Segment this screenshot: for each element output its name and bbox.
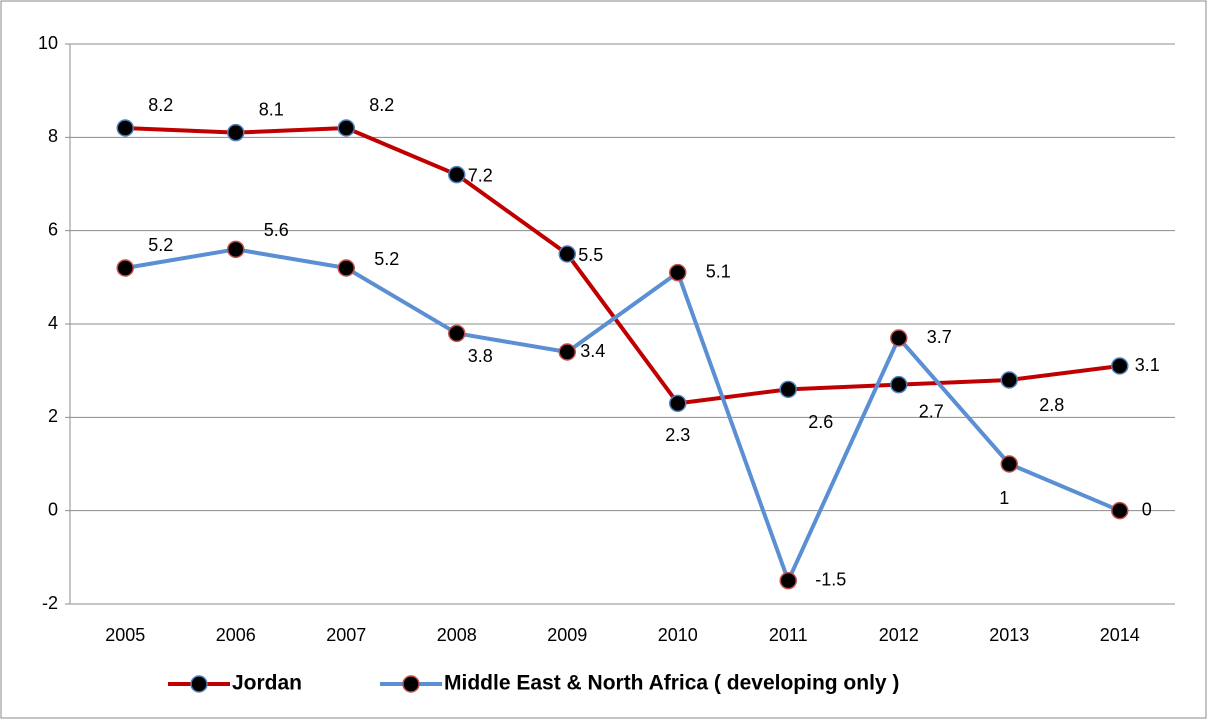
data-label: 2.7 (919, 401, 944, 421)
marker (779, 380, 797, 399)
data-label: 5.6 (264, 220, 289, 240)
marker (779, 571, 797, 590)
marker (227, 240, 245, 259)
x-tick-label: 2009 (547, 625, 587, 645)
x-tick-label: 2006 (216, 625, 256, 645)
series-line (124, 247, 1121, 583)
legend-label: Middle East & North Africa ( developing … (444, 672, 899, 695)
data-label: 5.1 (706, 261, 731, 281)
data-label: 3.7 (927, 327, 952, 347)
data-label: 5.5 (578, 245, 603, 265)
marker (1111, 357, 1129, 375)
series-line (125, 126, 1121, 406)
data-label: 2.3 (665, 425, 690, 445)
data-label: -1.5 (815, 569, 846, 589)
y-tick-label: 4 (48, 313, 58, 333)
legend-marker (190, 675, 208, 693)
marker (1000, 455, 1018, 473)
marker (558, 343, 576, 361)
marker (669, 263, 687, 282)
data-label: 8.2 (369, 95, 394, 115)
marker (558, 245, 576, 263)
legend-marker (402, 675, 420, 693)
x-tick-label: 2013 (989, 625, 1029, 645)
marker (1000, 371, 1018, 389)
marker (116, 259, 134, 277)
marker (890, 375, 908, 394)
data-label: 0 (1142, 499, 1152, 519)
marker (337, 259, 355, 277)
marker (669, 394, 687, 413)
y-tick-label: 6 (48, 219, 58, 239)
data-label: 5.2 (148, 235, 173, 255)
data-label: 8.2 (148, 95, 173, 115)
x-tick-label: 2008 (437, 625, 477, 645)
x-tick-label: 2012 (879, 625, 919, 645)
legend-label: Jordan (232, 672, 302, 695)
x-tick-label: 2007 (326, 625, 366, 645)
data-label: 3.4 (580, 341, 605, 361)
x-tick-label: 2005 (105, 625, 145, 645)
marker (448, 165, 466, 184)
y-tick-label: 10 (38, 33, 58, 53)
x-tick-label: 2010 (658, 625, 698, 645)
data-label: 2.8 (1039, 395, 1064, 415)
marker (227, 123, 245, 142)
y-tick-label: -2 (42, 593, 58, 613)
marker (116, 119, 134, 137)
data-label: 3.8 (468, 346, 493, 366)
data-label: 5.2 (374, 249, 399, 269)
y-tick-label: 0 (48, 499, 58, 519)
data-label: 3.1 (1135, 355, 1160, 375)
data-label: 7.2 (468, 165, 493, 185)
y-tick-label: 8 (48, 126, 58, 146)
data-label: 8.1 (259, 99, 284, 119)
marker (337, 119, 355, 137)
marker (890, 329, 908, 347)
x-tick-label: 2014 (1100, 625, 1140, 645)
marker (448, 324, 466, 343)
data-label: 1 (999, 488, 1009, 508)
x-tick-label: 2011 (769, 625, 808, 645)
data-label: 2.6 (808, 412, 833, 432)
y-tick-label: 2 (48, 406, 58, 426)
marker (1111, 501, 1129, 520)
